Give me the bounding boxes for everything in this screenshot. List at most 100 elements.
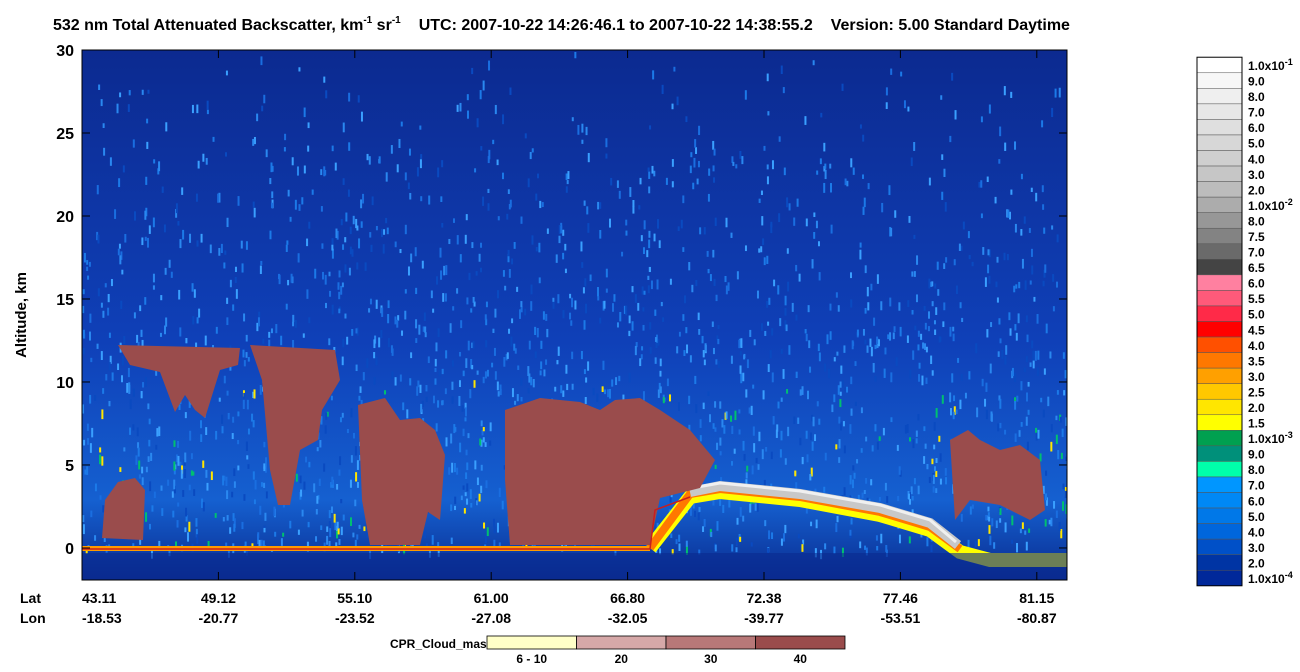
speckle (195, 342, 198, 349)
speckle (688, 395, 691, 405)
speckle (639, 358, 642, 367)
speckle (419, 159, 422, 169)
speckle (320, 525, 323, 531)
speckle (1014, 397, 1017, 403)
speckle (567, 171, 570, 180)
speckle (434, 378, 437, 385)
speckle (918, 362, 921, 369)
speckle (861, 492, 864, 499)
legend-title: CPR_Cloud_mask (390, 637, 494, 651)
speckle (421, 260, 424, 269)
speckle (936, 261, 939, 270)
colorbar-label: 6.0 (1248, 494, 1265, 508)
speckle (951, 373, 954, 383)
speckle (647, 285, 650, 294)
speckle (878, 496, 881, 502)
speckle (409, 378, 412, 386)
speckle (471, 242, 474, 249)
speckle (339, 456, 342, 466)
speckle (356, 482, 359, 488)
speckle (1043, 227, 1046, 234)
speckle (894, 210, 897, 218)
speckle (1015, 332, 1018, 341)
speckle (678, 543, 681, 551)
speckle (478, 493, 481, 502)
speckle (924, 343, 927, 350)
speckle (378, 337, 381, 348)
speckle (928, 476, 931, 484)
speckle (97, 234, 100, 244)
speckle (758, 248, 761, 253)
speckle (265, 491, 268, 499)
speckle (677, 226, 680, 231)
speckle (196, 104, 199, 114)
colorbar-cell (1196, 227, 1243, 245)
speckle (999, 508, 1002, 516)
speckle (714, 544, 717, 552)
speckle (520, 377, 523, 386)
speckle (99, 454, 102, 465)
speckle (331, 476, 334, 485)
speckle (352, 215, 355, 225)
speckle (685, 116, 688, 123)
colorbar-label-text: 3.5 (1248, 354, 1265, 368)
speckle (839, 399, 842, 408)
speckle (763, 257, 766, 266)
speckle (82, 289, 85, 295)
speckle (127, 104, 130, 112)
speckle (671, 549, 674, 555)
speckle (656, 219, 659, 229)
speckle (932, 486, 935, 493)
speckle (931, 458, 934, 465)
speckle (466, 94, 469, 101)
speckle (109, 355, 112, 364)
speckle (116, 103, 119, 114)
speckle (546, 228, 549, 234)
speckle (178, 404, 181, 411)
speckle (793, 416, 796, 424)
speckle (876, 274, 879, 284)
speckle (187, 532, 190, 542)
speckle (449, 323, 452, 333)
chart-title: 532 nm Total Attenuated Backscatter, km-… (53, 15, 1070, 34)
speckle (746, 359, 749, 369)
speckle (359, 386, 362, 393)
speckle (830, 224, 833, 234)
speckle (924, 322, 927, 330)
speckle (835, 523, 838, 533)
speckle (865, 436, 868, 442)
speckle (298, 204, 301, 211)
speckle (643, 290, 646, 295)
speckle (373, 352, 376, 359)
speckle (648, 171, 651, 179)
speckle (492, 328, 495, 334)
speckle (352, 432, 355, 439)
speckle (513, 242, 516, 249)
speckle (799, 389, 802, 396)
speckle (1020, 173, 1023, 180)
legend-label: 6 - 10 (516, 652, 547, 666)
speckle (788, 345, 791, 355)
speckle (202, 460, 205, 468)
speckle (764, 330, 767, 336)
speckle (360, 111, 363, 122)
speckle (866, 286, 869, 297)
colorbar-label: 2.0 (1248, 401, 1265, 415)
speckle (835, 292, 838, 298)
speckle (184, 527, 187, 533)
y-tick-label: 20 (56, 209, 74, 226)
speckle (597, 296, 600, 301)
colorbar-label-text: 7.0 (1248, 479, 1265, 493)
speckle (811, 259, 814, 269)
speckle (182, 490, 185, 497)
speckle (206, 109, 209, 115)
speckle (1008, 312, 1011, 321)
speckle (647, 167, 650, 172)
speckle (741, 156, 744, 165)
speckle (935, 307, 938, 315)
speckle (325, 412, 328, 420)
speckle (513, 343, 516, 351)
speckle (338, 291, 341, 300)
speckle (419, 384, 422, 393)
speckle (1003, 86, 1006, 96)
